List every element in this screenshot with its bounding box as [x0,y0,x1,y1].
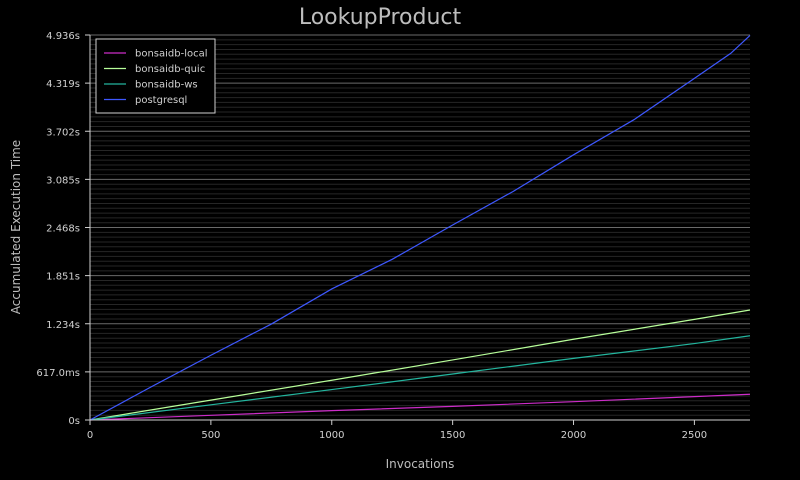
y-tick-label: 4.936s [46,31,80,42]
y-tick-label: 3.702s [46,127,80,138]
y-tick-label: 4.319s [46,79,80,90]
legend-label-bonsaidb-local: bonsaidb-local [135,49,208,60]
series-lines [89,35,751,421]
series-line-bonsaidb-quic [89,309,751,421]
legend-label-bonsaidb-quic: bonsaidb-quic [135,64,205,75]
series-line-bonsaidb-ws [89,335,751,421]
x-tick-label: 2500 [682,430,707,441]
grid [90,34,750,421]
y-tick-label: 1.234s [46,320,80,331]
y-tick-label: 3.085s [46,175,80,186]
x-tick-label: 2000 [561,430,586,441]
y-tick-label: 617.0ms [36,368,80,379]
legend-label-bonsaidb-ws: bonsaidb-ws [135,80,198,91]
series-line-bonsaidb-local [89,393,751,421]
series-line-postgresql [89,35,751,421]
x-tick-label: 0 [87,430,93,441]
legend-label-postgresql: postgresql [135,95,187,106]
y-tick-label: 1.851s [46,272,80,283]
legend-items: bonsaidb-local bonsaidb-quic bonsaidb-ws po… [104,49,208,106]
x-tick-label: 1500 [440,430,465,441]
y-tick-label: 2.468s [46,224,80,235]
x-tick-label: 1000 [319,430,344,441]
y-axis-label: Accumulated Execution Time [9,140,23,314]
legend: bonsaidb-local bonsaidb-quic bonsaidb-ws po… [95,38,216,114]
legend-box [95,38,216,114]
x-tick-label: 500 [201,430,220,441]
ticks: 0 500 1000 1500 2000 2500 0s 617.0ms 1.234s 1.851… [36,31,707,441]
chart-title: LookupProduct [299,5,462,30]
y-tick-label: 0s [68,416,80,427]
x-axis-label: Invocations [386,457,455,471]
